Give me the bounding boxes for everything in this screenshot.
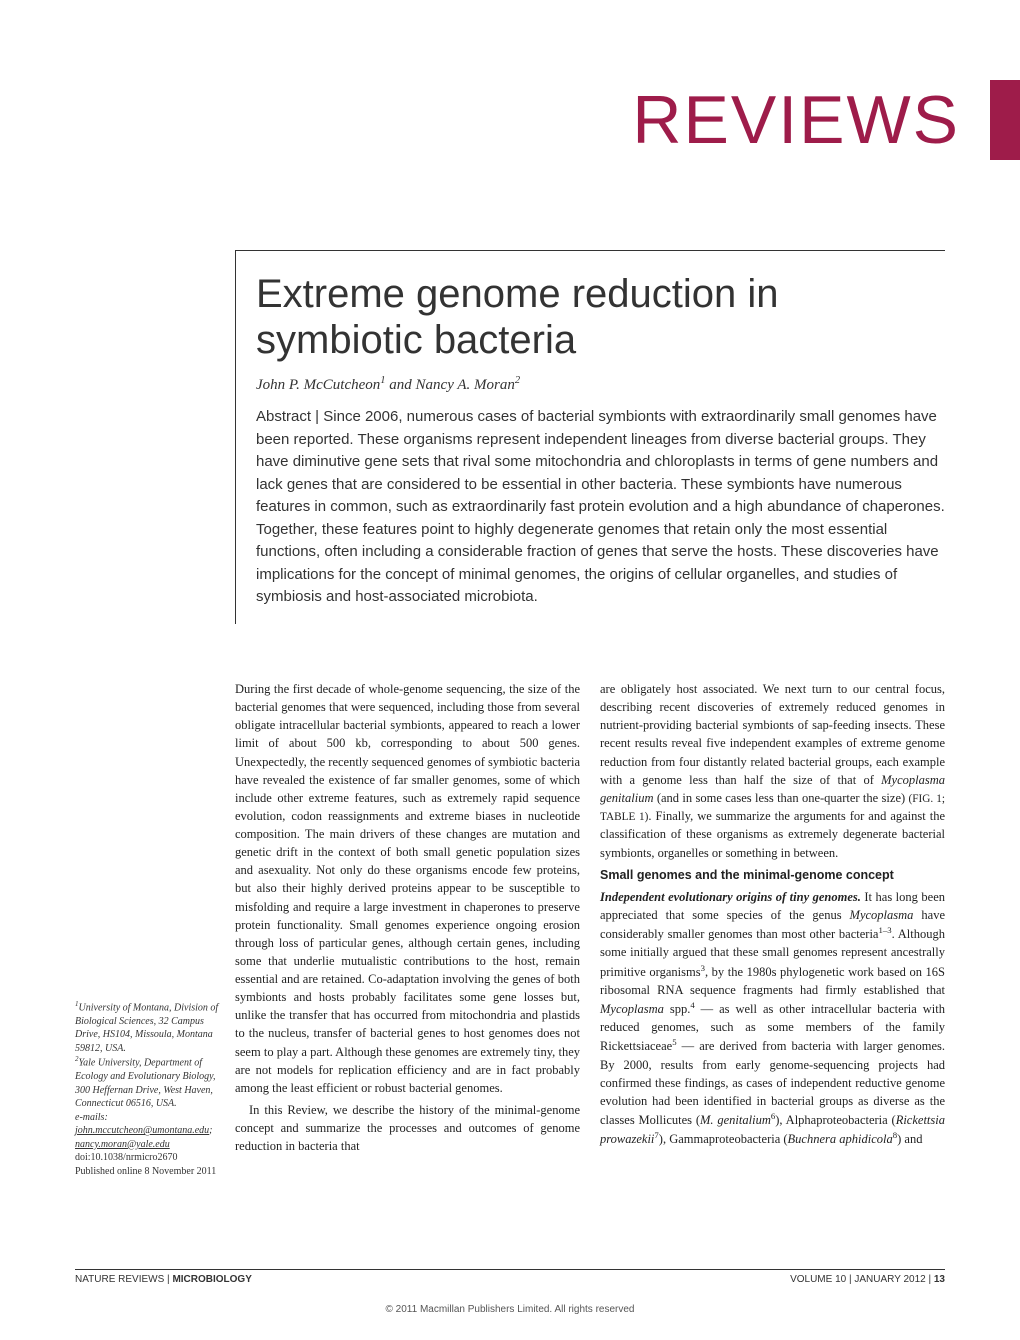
body-para: During the first decade of whole-genome …	[235, 680, 580, 1097]
abstract-text: Since 2006, numerous cases of bacterial …	[256, 408, 945, 605]
body-columns: During the first decade of whole-genome …	[235, 680, 945, 1159]
email-link-1[interactable]: john.mccutcheon@umontana.edu	[75, 1125, 209, 1136]
abstract: Abstract | Since 2006, numerous cases of…	[256, 406, 945, 609]
journal-name: NATURE REVIEWS	[75, 1274, 164, 1285]
article-header-box: Extreme genome reduction in symbiotic ba…	[235, 250, 945, 624]
issue-date: JANUARY 2012	[854, 1274, 925, 1285]
page-number: 13	[934, 1274, 945, 1285]
page-footer: NATURE REVIEWS | MICROBIOLOGY VOLUME 10 …	[75, 1269, 945, 1285]
body-para: are obligately host associated. We next …	[600, 680, 945, 862]
column-left: During the first decade of whole-genome …	[235, 680, 580, 1159]
abstract-label: Abstract |	[256, 408, 323, 425]
article-title: Extreme genome reduction in symbiotic ba…	[256, 271, 945, 363]
section-header: REVIEWS	[220, 70, 1020, 170]
pub-online: Published online 8 November 2011	[75, 1165, 225, 1179]
section-label: REVIEWS	[632, 81, 990, 159]
body-para: In this Review, we describe the history …	[235, 1101, 580, 1155]
authors: John P. McCutcheon1 and Nancy A. Moran2	[256, 375, 945, 394]
email-link-2[interactable]: nancy.moran@yale.edu	[75, 1139, 170, 1150]
emails-label: e-mails: john.mccutcheon@umontana.edu;	[75, 1111, 225, 1138]
footer-left: NATURE REVIEWS | MICROBIOLOGY	[75, 1274, 252, 1285]
accent-bar	[990, 80, 1020, 160]
copyright: © 2011 Macmillan Publishers Limited. All…	[0, 1304, 1020, 1315]
column-right: are obligately host associated. We next …	[600, 680, 945, 1159]
body-text: It has long been appreciated that some s…	[600, 890, 945, 1147]
body-para: Independent evolutionary origins of tiny…	[600, 888, 945, 1149]
subsection-heading: Independent evolutionary origins of tiny…	[600, 890, 861, 904]
affiliation-1: 1University of Montana, Division of Biol…	[75, 1000, 225, 1055]
doi: doi:10.1038/nrmicro2670	[75, 1151, 225, 1165]
section-heading: Small genomes and the minimal-genome con…	[600, 866, 945, 884]
affiliation-2: 2Yale University, Department of Ecology …	[75, 1055, 225, 1110]
affiliations: 1University of Montana, Division of Biol…	[75, 1000, 225, 1178]
volume: VOLUME 10	[790, 1274, 846, 1285]
journal-subject: MICROBIOLOGY	[172, 1274, 251, 1285]
footer-right: VOLUME 10 | JANUARY 2012 | 13	[790, 1274, 945, 1285]
